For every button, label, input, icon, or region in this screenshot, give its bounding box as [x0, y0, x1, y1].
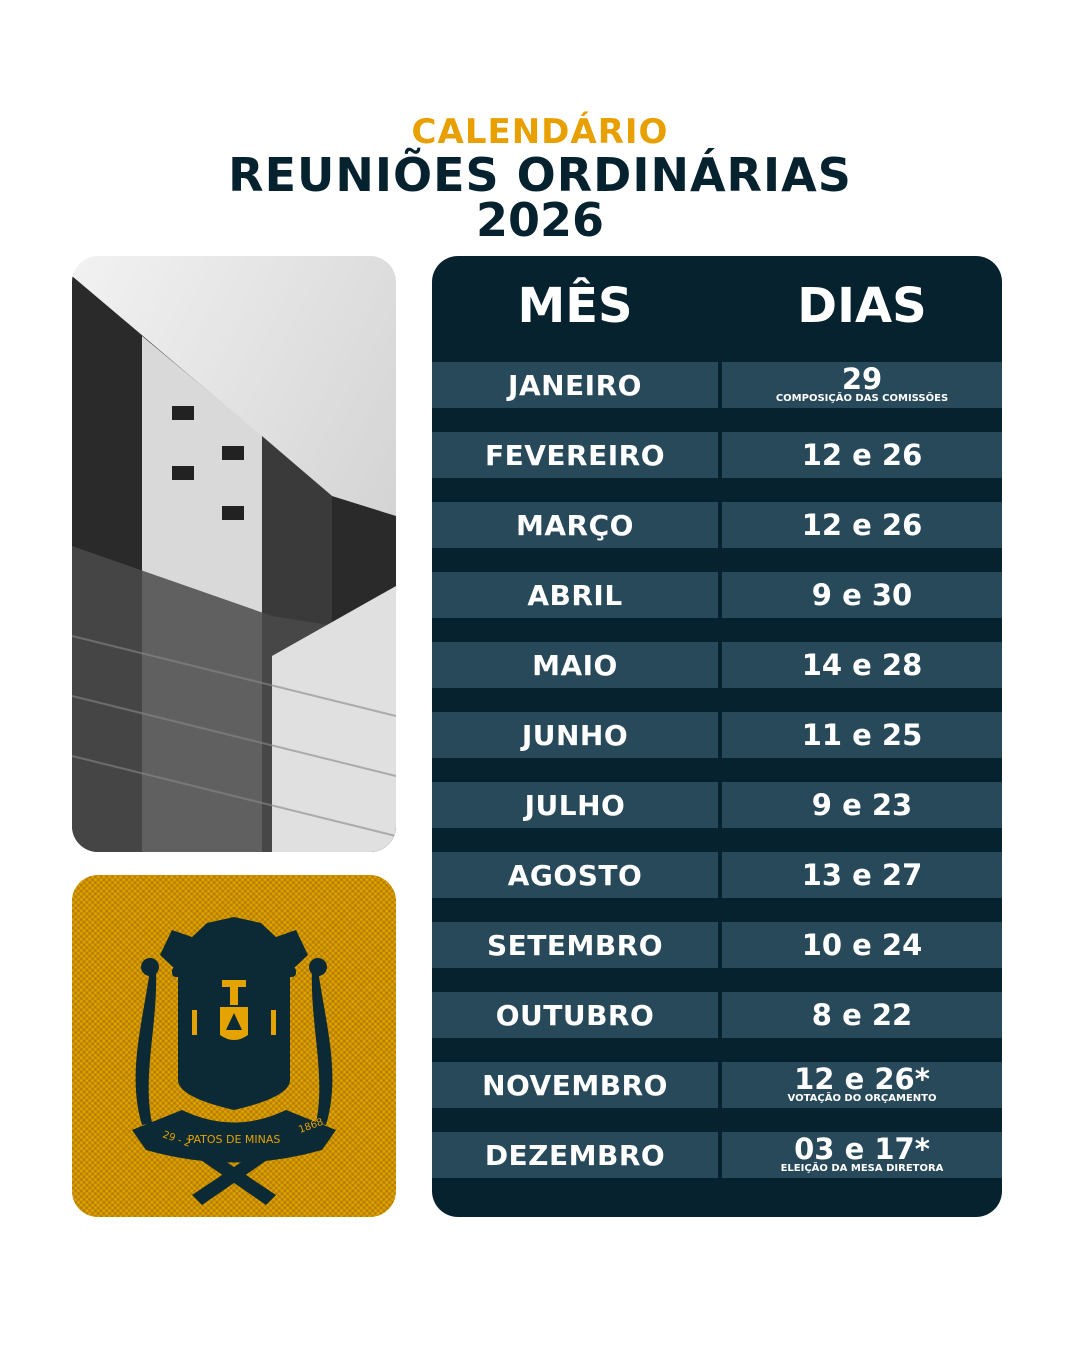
days-value: 12 e 26	[801, 438, 923, 472]
days-value: 9 e 23	[811, 788, 913, 822]
building-photo	[72, 256, 396, 852]
month-cell: DEZEMBRO	[432, 1132, 718, 1178]
days-value: 03 e 17*	[794, 1132, 930, 1166]
days-note: ELEIÇÃO DA MESA DIRETORA	[780, 1163, 944, 1174]
days-value: 8 e 22	[811, 998, 913, 1032]
days-value: 13 e 27	[801, 858, 923, 892]
month-cell: OUTUBRO	[432, 992, 718, 1038]
days-cell: 8 e 22	[722, 992, 1002, 1038]
month-cell: ABRIL	[432, 572, 718, 618]
city-coat-of-arms: 29 - 2 PATOS DE MINAS 1868	[72, 875, 396, 1217]
days-value: 12 e 26	[801, 508, 923, 542]
days-cell: 12 e 26	[722, 432, 1002, 478]
month-cell: SETEMBRO	[432, 922, 718, 968]
days-cell: 14 e 28	[722, 642, 1002, 688]
days-value: 11 e 25	[801, 718, 923, 752]
column-header-days: DIAS	[797, 278, 927, 334]
days-value: 14 e 28	[801, 648, 923, 682]
days-value: 9 e 30	[811, 578, 913, 612]
month-cell: FEVEREIRO	[432, 432, 718, 478]
days-value: 29	[841, 362, 883, 396]
month-cell: AGOSTO	[432, 852, 718, 898]
days-cell: 9 e 23	[722, 782, 1002, 828]
days-cell: 29 COMPOSIÇÃO DAS COMISSÕES	[722, 362, 1002, 408]
days-cell: 11 e 25	[722, 712, 1002, 758]
month-cell: NOVEMBRO	[432, 1062, 718, 1108]
meeting-schedule-table: MÊS DIAS JANEIRO 29 COMPOSIÇÃO DAS COMISSÕ…	[432, 256, 1002, 1217]
title-year: 2026	[475, 193, 605, 247]
column-header-month: MÊS	[517, 278, 633, 334]
month-cell: JULHO	[432, 782, 718, 828]
days-value: 12 e 26*	[794, 1062, 930, 1096]
month-cell: MARÇO	[432, 502, 718, 548]
month-cell: JUNHO	[432, 712, 718, 758]
days-note: COMPOSIÇÃO DAS COMISSÕES	[775, 393, 949, 404]
crest-city-name: PATOS DE MINAS	[188, 1133, 281, 1146]
days-value: 10 e 24	[801, 928, 923, 962]
month-cell: JANEIRO	[432, 362, 718, 408]
days-cell: 13 e 27	[722, 852, 1002, 898]
days-cell: 10 e 24	[722, 922, 1002, 968]
days-cell: 12 e 26	[722, 502, 1002, 548]
days-cell: 12 e 26* VOTAÇÃO DO ORÇAMENTO	[722, 1062, 1002, 1108]
title-calendario: CALENDÁRIO	[411, 112, 669, 152]
month-cell: MAIO	[432, 642, 718, 688]
days-note: VOTAÇÃO DO ORÇAMENTO	[787, 1093, 937, 1104]
days-cell: 03 e 17* ELEIÇÃO DA MESA DIRETORA	[722, 1132, 1002, 1178]
days-cell: 9 e 30	[722, 572, 1002, 618]
title-reunioes: REUNIÕES ORDINÁRIAS	[228, 148, 852, 202]
